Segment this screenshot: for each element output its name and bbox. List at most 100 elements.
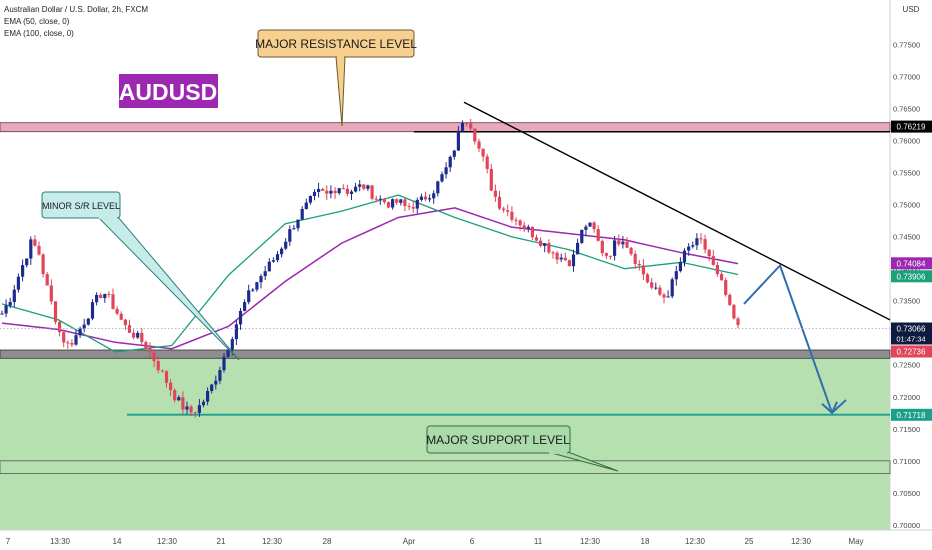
candle-body xyxy=(658,287,662,295)
candle-body xyxy=(111,294,115,309)
candle-body xyxy=(238,310,243,325)
price-tick-label: 0.77000 xyxy=(893,73,920,82)
candle-body xyxy=(222,356,226,371)
candle-body xyxy=(95,294,99,303)
candle-body xyxy=(164,371,169,383)
instrument-title[interactable]: Australian Dollar / U.S. Dollar, 2h, FXC… xyxy=(4,5,148,14)
price-tag-countdown: 01:47:34 xyxy=(896,335,925,344)
candle-body xyxy=(156,361,160,371)
candle-body xyxy=(243,302,247,311)
candle-body xyxy=(555,252,559,260)
candle-body xyxy=(185,406,189,410)
time-axis[interactable] xyxy=(0,530,932,550)
ema-100-legend[interactable]: EMA (100, close, 0) xyxy=(4,29,74,38)
candle-body xyxy=(510,211,514,220)
candle-body xyxy=(728,294,732,305)
candle-body xyxy=(366,185,370,189)
candle-body xyxy=(103,294,107,299)
candle-body xyxy=(349,191,354,194)
candle-body xyxy=(329,190,333,194)
candle-body xyxy=(210,384,214,391)
minor-sr-label: MINOR S/R LEVEL xyxy=(42,201,120,211)
candle-body xyxy=(703,239,707,250)
ema-50-line xyxy=(1,194,739,353)
time-tick-label: 21 xyxy=(217,537,226,546)
candle-body xyxy=(345,188,349,194)
candle-body xyxy=(682,250,687,263)
candle-body xyxy=(617,240,621,245)
price-tick-label: 0.71500 xyxy=(893,425,920,434)
candle-body xyxy=(608,255,613,257)
candle-body xyxy=(539,240,543,246)
candle-body xyxy=(107,294,111,295)
candle-body xyxy=(358,184,362,187)
candle-body xyxy=(312,191,317,196)
time-tick-label: 28 xyxy=(323,537,332,546)
time-tick-label: 25 xyxy=(745,537,754,546)
candle-body xyxy=(267,261,271,272)
candle-body xyxy=(506,210,510,212)
minor-sr-callout[interactable]: MINOR S/R LEVEL xyxy=(41,191,240,361)
candle-body xyxy=(736,318,740,325)
candle-body xyxy=(543,243,547,246)
candle-body xyxy=(218,370,222,381)
major-support-callout[interactable]: MAJOR SUPPORT LEVEL xyxy=(426,425,619,472)
time-axis-ticks: 7 13:30 14 12:30 21 12:30 28 Apr 6 11 12:30 18 12:30… xyxy=(6,537,864,546)
candle-body xyxy=(292,228,296,230)
candle-body xyxy=(724,280,728,295)
candle-body xyxy=(288,229,292,242)
candle-body xyxy=(629,247,633,254)
support-zone-bottom[interactable] xyxy=(0,460,891,474)
candle-body xyxy=(436,181,440,194)
price-tick-label: 0.70500 xyxy=(893,489,920,498)
candle-body xyxy=(58,321,62,333)
candle-body xyxy=(637,264,641,266)
candle-body xyxy=(321,189,325,191)
symbol-badge-label: AUDUSD xyxy=(119,79,217,105)
major-resistance-zone[interactable] xyxy=(0,122,891,133)
candle-body xyxy=(526,226,530,229)
candle-body xyxy=(633,253,637,264)
candle-body xyxy=(576,242,580,255)
price-tick-label: 0.70000 xyxy=(893,521,920,530)
candle-body xyxy=(580,229,584,243)
candle-body xyxy=(386,202,391,208)
candle-body xyxy=(197,405,201,413)
candle-body xyxy=(333,190,337,194)
projection-arrow[interactable] xyxy=(743,264,847,414)
minor-sr-zone[interactable] xyxy=(0,349,891,359)
time-tick-label: 12:30 xyxy=(262,537,283,546)
candle-body xyxy=(563,257,567,261)
ema-50-legend[interactable]: EMA (50, close, 0) xyxy=(4,17,70,26)
candle-body xyxy=(514,219,518,221)
candle-body xyxy=(715,265,719,275)
candle-body xyxy=(284,241,288,249)
candle-body xyxy=(354,186,358,192)
candle-body xyxy=(530,226,534,238)
candle-body xyxy=(160,370,164,372)
candle-body xyxy=(123,319,127,326)
candle-body xyxy=(181,397,185,410)
candle-body xyxy=(206,391,210,402)
candle-body xyxy=(78,328,82,336)
time-tick-label: 12:30 xyxy=(791,537,812,546)
candle-body xyxy=(255,282,259,290)
downtrend-line[interactable] xyxy=(463,101,891,321)
major-resistance-callout[interactable]: MAJOR RESISTANCE LEVEL xyxy=(255,29,417,127)
price-tag-value: 0.72736 xyxy=(897,348,926,357)
price-tag-value: 0.71718 xyxy=(897,411,926,420)
ema-100-line xyxy=(1,207,739,350)
candle-body xyxy=(226,349,230,357)
candle-body xyxy=(621,241,625,245)
candle-body xyxy=(411,206,415,209)
candle-body xyxy=(201,401,206,406)
candle-body xyxy=(567,260,571,267)
price-tag-value: 0.74084 xyxy=(897,259,926,268)
candle-body xyxy=(600,240,604,254)
price-tick-label: 0.72500 xyxy=(893,361,920,370)
candle-body xyxy=(337,188,341,194)
price-tag-value: 0.73066 xyxy=(897,325,926,334)
candle-body xyxy=(66,342,70,344)
